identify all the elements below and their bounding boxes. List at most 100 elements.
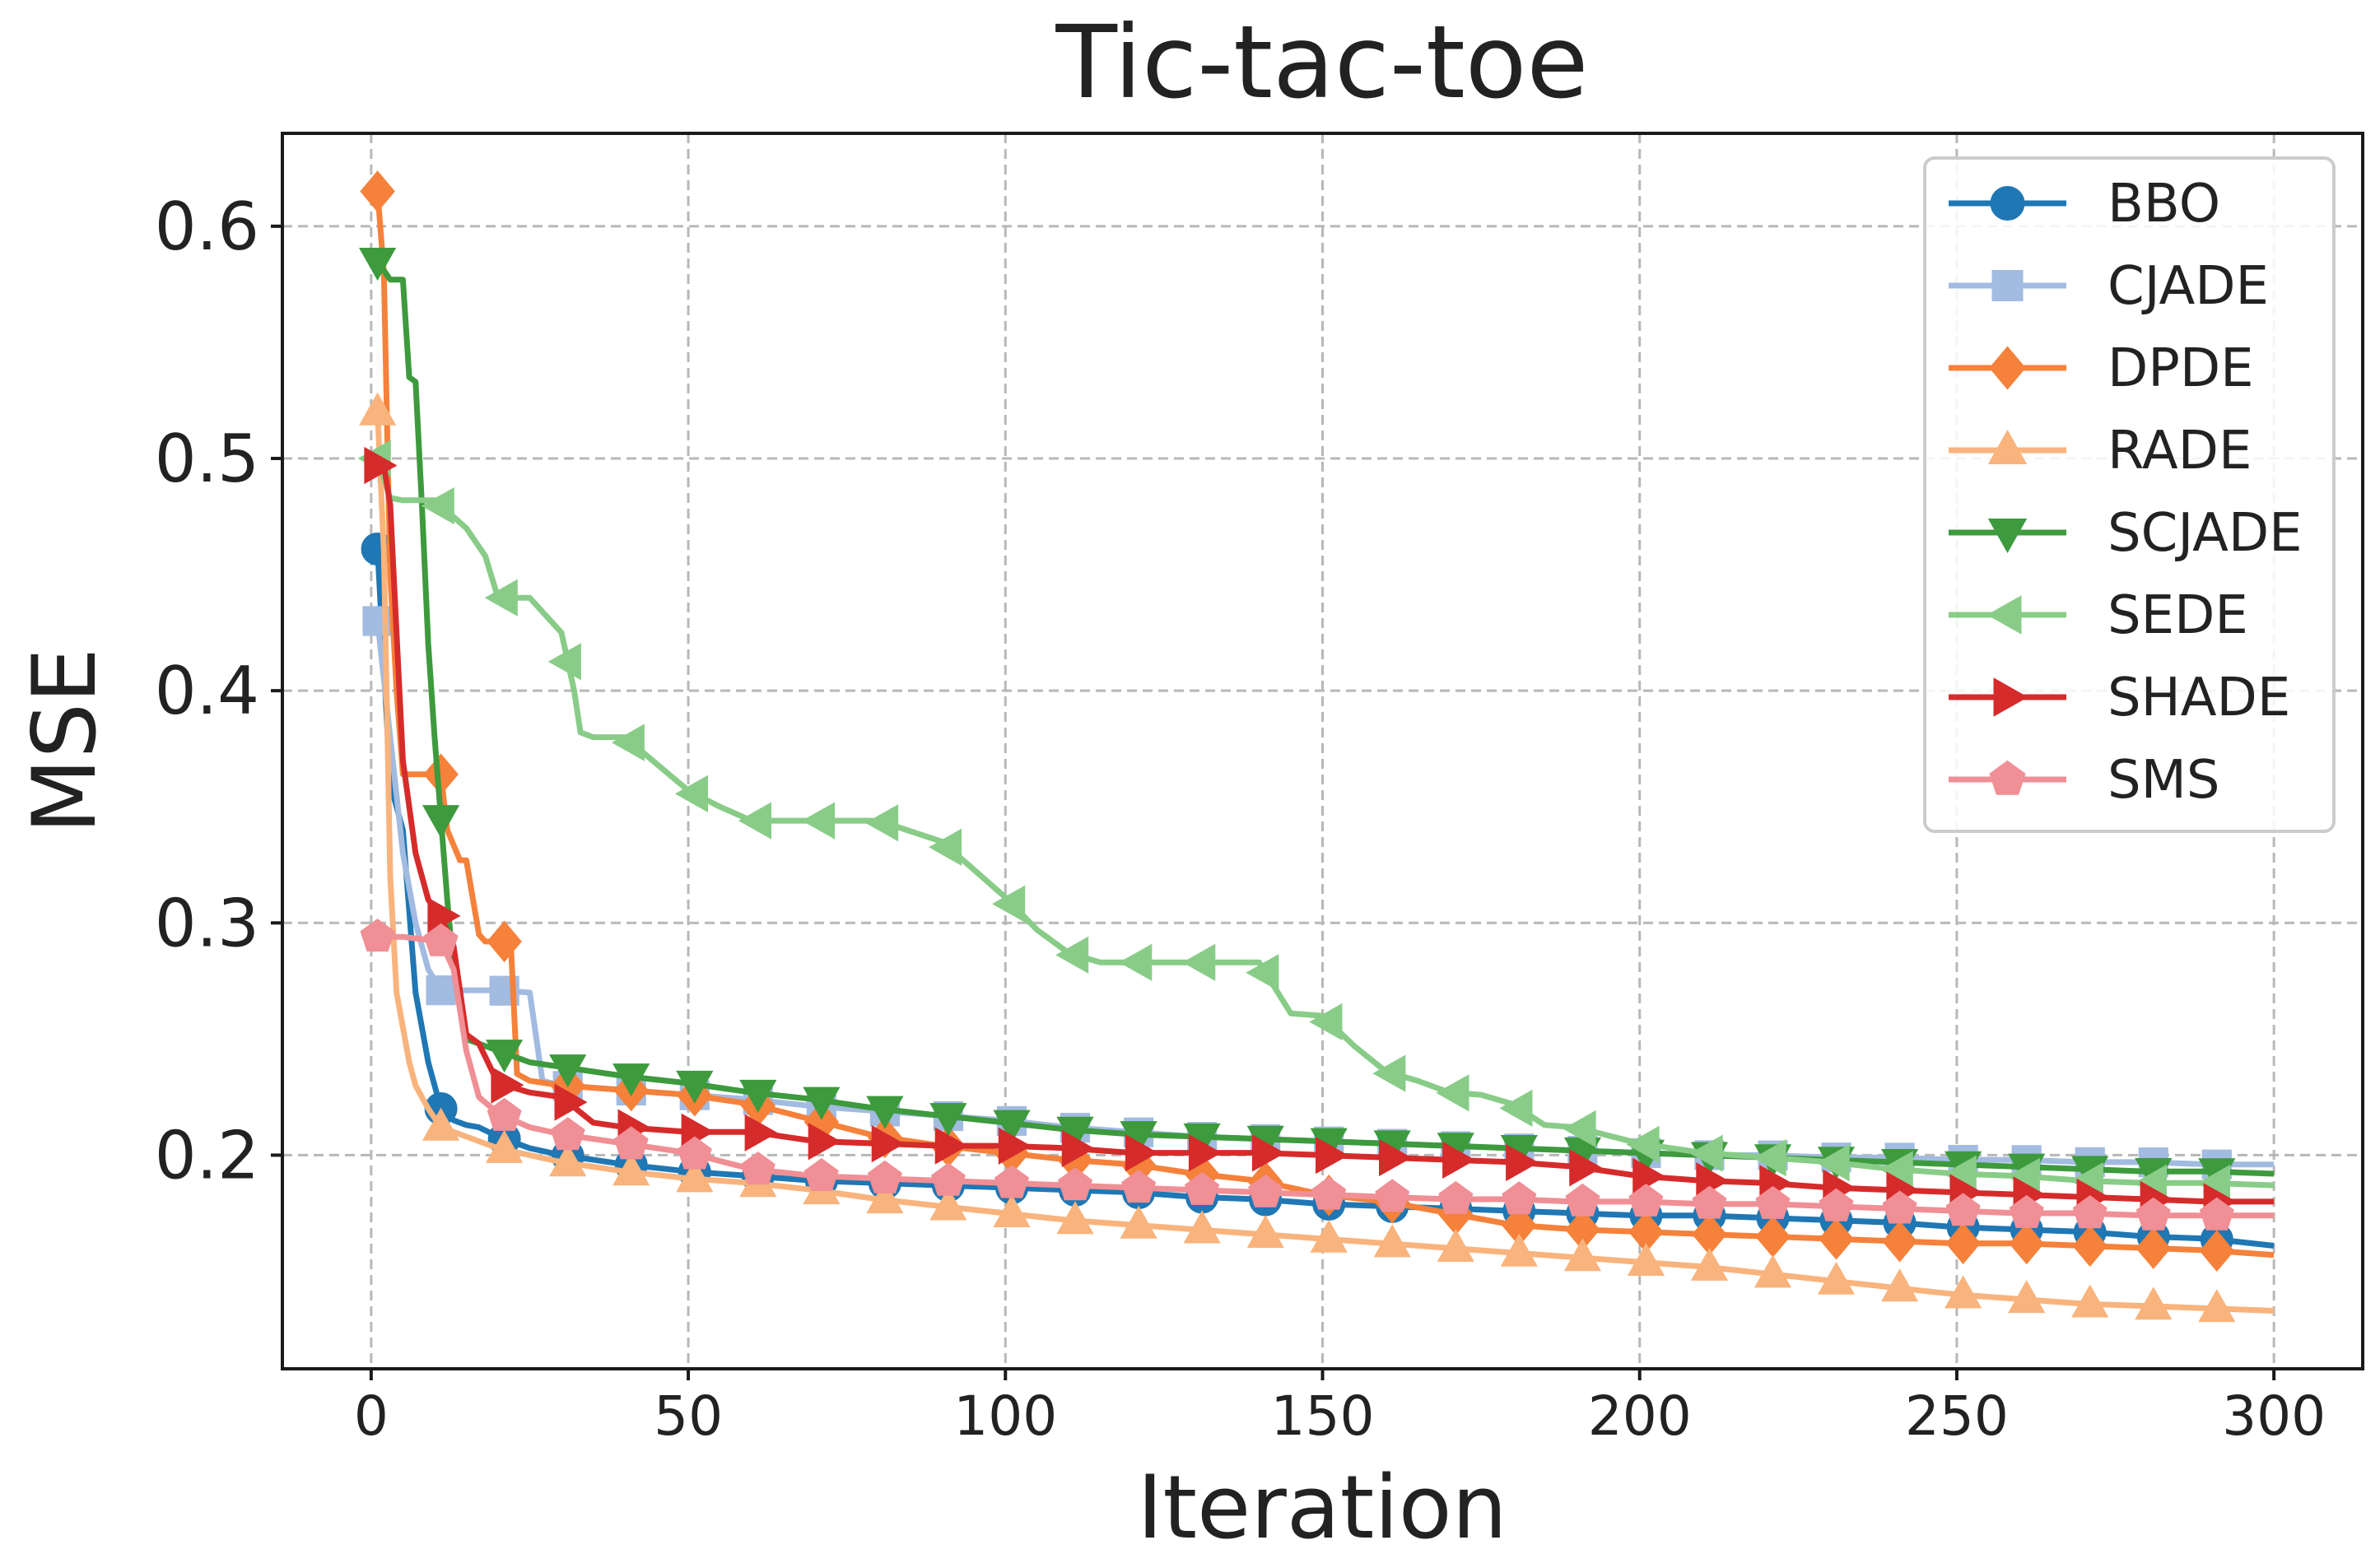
data-point-dpde: [1945, 1222, 1981, 1264]
data-point-dpde: [2009, 1222, 2044, 1265]
data-point-sede: [1372, 1054, 1406, 1092]
data-point-sms: [803, 1157, 839, 1191]
data-point-sms: [994, 1165, 1030, 1198]
y-tick-label: 0.2: [155, 1117, 259, 1193]
data-point-rade: [1627, 1242, 1665, 1276]
data-point-sms: [613, 1126, 649, 1160]
data-point-shade: [1379, 1138, 1413, 1177]
data-point-shade: [998, 1127, 1032, 1166]
data-point-sede: [421, 486, 454, 525]
x-tick-label: 0: [354, 1384, 389, 1448]
data-point-shade: [808, 1123, 841, 1161]
data-point-rade: [358, 392, 397, 426]
data-point-scjade: [676, 1070, 714, 1104]
x-tick-label: 250: [1905, 1384, 2009, 1448]
data-point-scjade: [485, 1040, 524, 1073]
legend-label: SHADE: [2108, 668, 2290, 728]
series-sms: [360, 919, 2275, 1231]
data-point-sede: [1626, 1125, 1660, 1164]
data-point-dpde: [2135, 1227, 2172, 1269]
data-point-sms: [1058, 1167, 1093, 1201]
data-point-scjade: [993, 1110, 1031, 1143]
data-point-rade: [1690, 1247, 1729, 1281]
data-point-shade: [1442, 1141, 1476, 1179]
data-point-sms: [1692, 1185, 1727, 1219]
data-point-dpde: [1819, 1217, 1854, 1260]
data-point-sms: [1311, 1176, 1347, 1210]
series-layer: [357, 170, 2275, 1323]
data-point-sms: [423, 923, 459, 956]
data-point-sede: [484, 579, 518, 616]
data-point-rade: [422, 1107, 460, 1141]
data-point-rade: [993, 1193, 1031, 1227]
data-point-rade: [2071, 1284, 2109, 1318]
data-point-rade: [612, 1152, 650, 1186]
data-point-dpde: [2199, 1230, 2235, 1272]
data-point-rade: [2135, 1286, 2173, 1320]
data-point-rade: [1373, 1224, 1411, 1258]
data-point-rade: [1754, 1254, 1792, 1288]
data-point-sede: [1816, 1144, 1850, 1182]
data-point-sms: [2135, 1197, 2171, 1231]
data-point-shade: [491, 1066, 524, 1104]
data-point-scjade: [358, 248, 397, 281]
data-point-rade: [1437, 1228, 1474, 1262]
data-point-sede: [1499, 1089, 1533, 1128]
data-point-sede: [1436, 1074, 1469, 1112]
data-point-shade: [871, 1124, 905, 1163]
data-point-rade: [1183, 1210, 1221, 1244]
data-point-sms: [2199, 1197, 2234, 1231]
data-point-shade: [1125, 1133, 1158, 1172]
data-point-sede: [1119, 943, 1153, 981]
x-tick-label: 150: [1271, 1384, 1375, 1448]
legend-entry-shade: SHADE: [1949, 668, 2290, 728]
x-tick-label: 300: [2222, 1384, 2326, 1448]
chart-title: Tic-tac-toe: [1055, 4, 1589, 121]
data-point-sms: [740, 1152, 775, 1185]
data-point-dpde: [360, 170, 395, 212]
legend-entry-cjade: CJADE: [1949, 256, 2269, 317]
data-point-rade: [1500, 1233, 1538, 1267]
data-point-sede: [1246, 954, 1279, 992]
data-point-shade: [364, 446, 398, 485]
data-point-rade: [1880, 1268, 1919, 1302]
data-point-rade: [1944, 1275, 1982, 1309]
data-point-scjade: [549, 1054, 587, 1088]
data-point-scjade: [739, 1079, 777, 1113]
y-axis-label: MSE: [14, 648, 115, 834]
y-tick-label: 0.4: [155, 653, 259, 729]
data-point-sms: [1819, 1188, 1854, 1221]
x-axis-label: Iteration: [1137, 1457, 1507, 1551]
data-point-dpde: [1882, 1220, 1917, 1263]
legend-label: SEDE: [2108, 585, 2248, 646]
legend-marker: [1993, 677, 2028, 717]
data-point-sms: [1882, 1190, 1917, 1224]
legend-marker: [1991, 270, 2024, 301]
data-point-sede: [547, 643, 581, 681]
data-point-rade: [1246, 1215, 1284, 1249]
data-point-sms: [1121, 1170, 1157, 1203]
x-tick-label: 50: [654, 1384, 723, 1448]
legend-label: CJADE: [2108, 256, 2269, 317]
data-point-shade: [1632, 1157, 1666, 1196]
data-point-dpde: [2072, 1225, 2108, 1268]
data-point-sms: [1565, 1183, 1600, 1217]
legend-entry-sms: SMS: [1949, 750, 2219, 811]
data-point-rade: [2008, 1280, 2046, 1314]
x-tick-label: 200: [1588, 1384, 1692, 1448]
data-point-sede: [674, 775, 708, 813]
data-point-sms: [1375, 1179, 1410, 1212]
data-point-shade: [744, 1114, 778, 1152]
data-point-sms: [360, 919, 395, 952]
legend-marker: [1987, 519, 2028, 554]
data-point-rade: [929, 1187, 967, 1221]
data-point-sede: [738, 802, 771, 840]
legend-entry-bbo: BBO: [1949, 174, 2220, 235]
data-point-sede: [1055, 936, 1089, 974]
data-point-sms: [1628, 1183, 1664, 1217]
data-point-scjade: [803, 1086, 841, 1120]
data-point-shade: [1061, 1129, 1095, 1168]
data-point-sms: [1945, 1193, 1981, 1226]
legend-marker: [1990, 186, 2025, 221]
